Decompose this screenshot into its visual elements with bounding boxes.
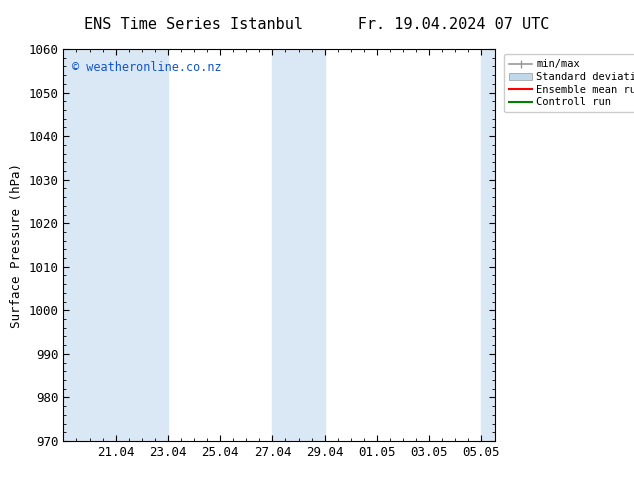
Y-axis label: Surface Pressure (hPa): Surface Pressure (hPa) xyxy=(10,163,23,327)
Text: ENS Time Series Istanbul      Fr. 19.04.2024 07 UTC: ENS Time Series Istanbul Fr. 19.04.2024 … xyxy=(84,17,550,32)
Bar xyxy=(273,49,325,441)
Legend: min/max, Standard deviation, Ensemble mean run, Controll run: min/max, Standard deviation, Ensemble me… xyxy=(504,54,634,112)
Bar xyxy=(63,49,115,441)
Bar xyxy=(115,49,168,441)
Bar xyxy=(481,49,495,441)
Text: © weatheronline.co.nz: © weatheronline.co.nz xyxy=(72,61,222,74)
